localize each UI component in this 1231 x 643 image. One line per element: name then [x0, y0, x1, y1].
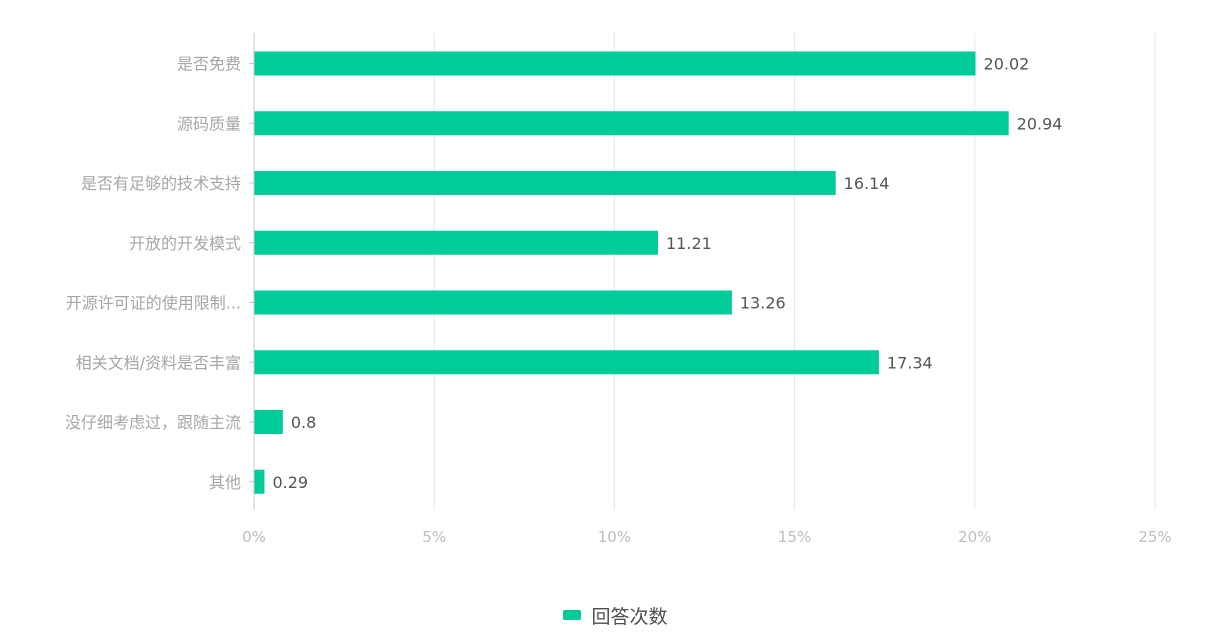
bars: [254, 51, 1009, 494]
x-tick-label: 10%: [598, 528, 631, 546]
value-label: 16.14: [844, 174, 890, 193]
x-tick-label: 15%: [778, 528, 811, 546]
bar[interactable]: [254, 290, 732, 315]
category-label: 没仔细考虑过，跟随主流: [65, 413, 241, 432]
bar[interactable]: [254, 230, 659, 255]
legend-swatch: [563, 610, 582, 620]
value-label: 20.02: [984, 55, 1030, 74]
x-tick-label: 20%: [958, 528, 991, 546]
x-tick-label: 25%: [1138, 528, 1171, 546]
legend-item[interactable]: 回答次数: [563, 602, 668, 629]
value-label: 0.29: [272, 473, 308, 492]
x-tick-label: 5%: [422, 528, 446, 546]
axes: [249, 33, 255, 510]
value-label: 17.34: [887, 353, 933, 372]
category-label: 源码质量: [177, 114, 241, 133]
category-label: 相关文档/资料是否丰富: [76, 353, 241, 372]
legend-label: 回答次数: [591, 605, 668, 628]
value-label: 20.94: [1017, 114, 1063, 133]
category-label: 开放的开发模式: [129, 234, 241, 253]
value-label: 11.21: [666, 234, 712, 253]
category-label: 是否有足够的技术支持: [81, 174, 241, 193]
bar[interactable]: [254, 111, 1009, 136]
legend: 回答次数: [0, 600, 1231, 630]
value-label: 13.26: [740, 294, 786, 313]
x-tick-label: 0%: [242, 528, 266, 546]
value-label: 0.8: [291, 413, 316, 432]
category-label: 其他: [209, 473, 241, 492]
bar[interactable]: [254, 410, 283, 434]
bar[interactable]: [254, 350, 879, 375]
category-label: 开源许可证的使用限制...: [66, 294, 241, 313]
labels: 0% 5% 10% 15% 20% 25% 是否免费 20.02 源码质量 20.94 是否有足够的…: [65, 55, 1172, 547]
gridlines: [433, 33, 1156, 510]
bar[interactable]: [254, 171, 836, 195]
category-label: 是否免费: [177, 55, 241, 74]
bar[interactable]: [254, 469, 265, 494]
bar[interactable]: [254, 51, 976, 76]
